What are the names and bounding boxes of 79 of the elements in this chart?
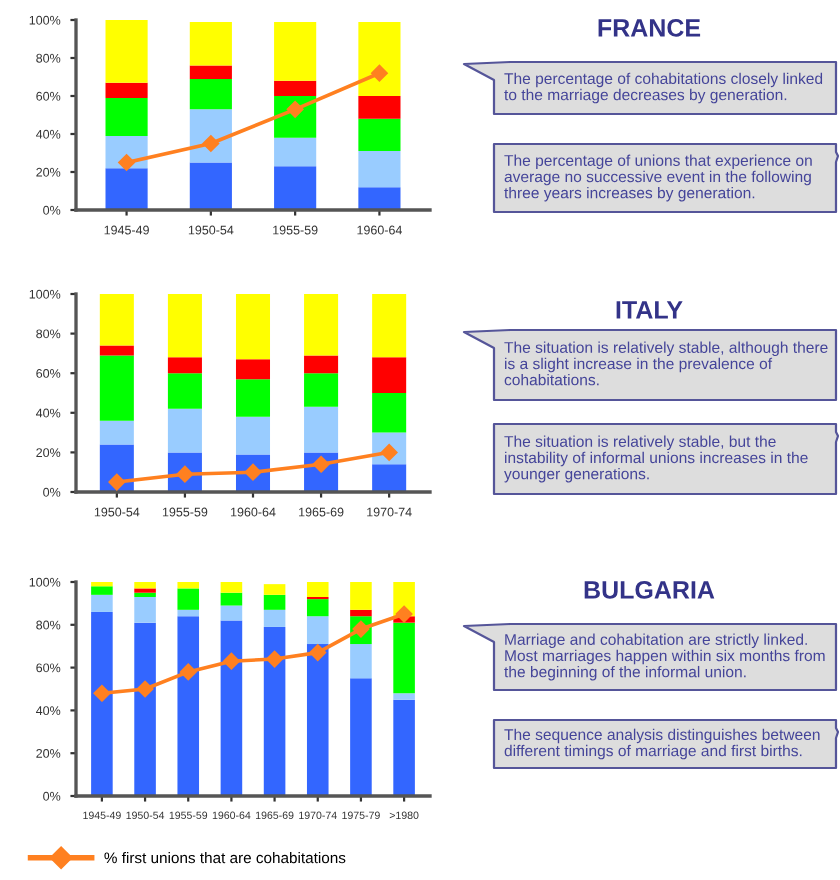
bar [99,420,134,445]
bar [358,118,401,152]
bar [274,137,317,167]
bar [372,294,407,358]
text: FRANCE [598,19,701,37]
bar [189,65,232,79]
bar [393,693,415,700]
bar [105,168,148,210]
bar [99,355,134,421]
bar [372,393,407,433]
bar [177,616,200,796]
bar [350,582,372,610]
bar [189,78,232,110]
bar [304,406,339,453]
bar [134,622,156,796]
text: ITALY [616,301,683,319]
bar [220,592,243,606]
bar [393,622,415,694]
point [136,680,154,698]
bar [167,294,202,358]
bar [393,699,415,796]
bar [304,294,339,356]
bar [167,357,202,374]
bar [220,620,243,796]
point [395,605,413,623]
bar [220,605,243,621]
bar [134,582,156,589]
bar [358,96,401,119]
bar [372,464,407,492]
bar [263,609,286,627]
bar [304,355,339,374]
point [223,652,240,670]
text: BULGARIA [584,581,715,599]
bar [350,609,372,617]
bar [263,594,286,610]
bar [306,644,329,796]
bar [350,678,372,796]
bar [177,609,200,617]
bar [304,373,339,407]
bar [91,586,113,595]
point [266,650,283,668]
bar [91,611,113,796]
point [179,663,197,681]
bar [306,616,329,645]
bar [189,21,232,66]
bar [350,644,372,679]
bar [306,599,329,617]
bar [91,594,113,612]
bar [274,21,317,81]
bar [358,187,401,210]
bar [134,596,156,623]
bar [99,345,134,356]
bar [263,584,286,595]
bar [177,582,200,589]
bar [167,373,202,409]
point [371,64,388,82]
bar [372,357,407,393]
bar [263,626,286,796]
point [108,473,126,491]
point [93,685,111,702]
bar [274,166,317,210]
bar [105,97,148,136]
bar [235,294,271,360]
bar [99,294,134,346]
point [309,644,327,661]
point [118,154,135,171]
bar [235,359,271,380]
bar [306,582,329,597]
bar [358,21,401,96]
bar [235,379,271,417]
bar [105,82,148,98]
bar [105,20,148,83]
bar [358,151,401,188]
bar [177,588,200,610]
bar [167,408,202,453]
bar [220,582,243,593]
bar [235,416,271,455]
bar [274,80,317,96]
bar [189,162,232,210]
